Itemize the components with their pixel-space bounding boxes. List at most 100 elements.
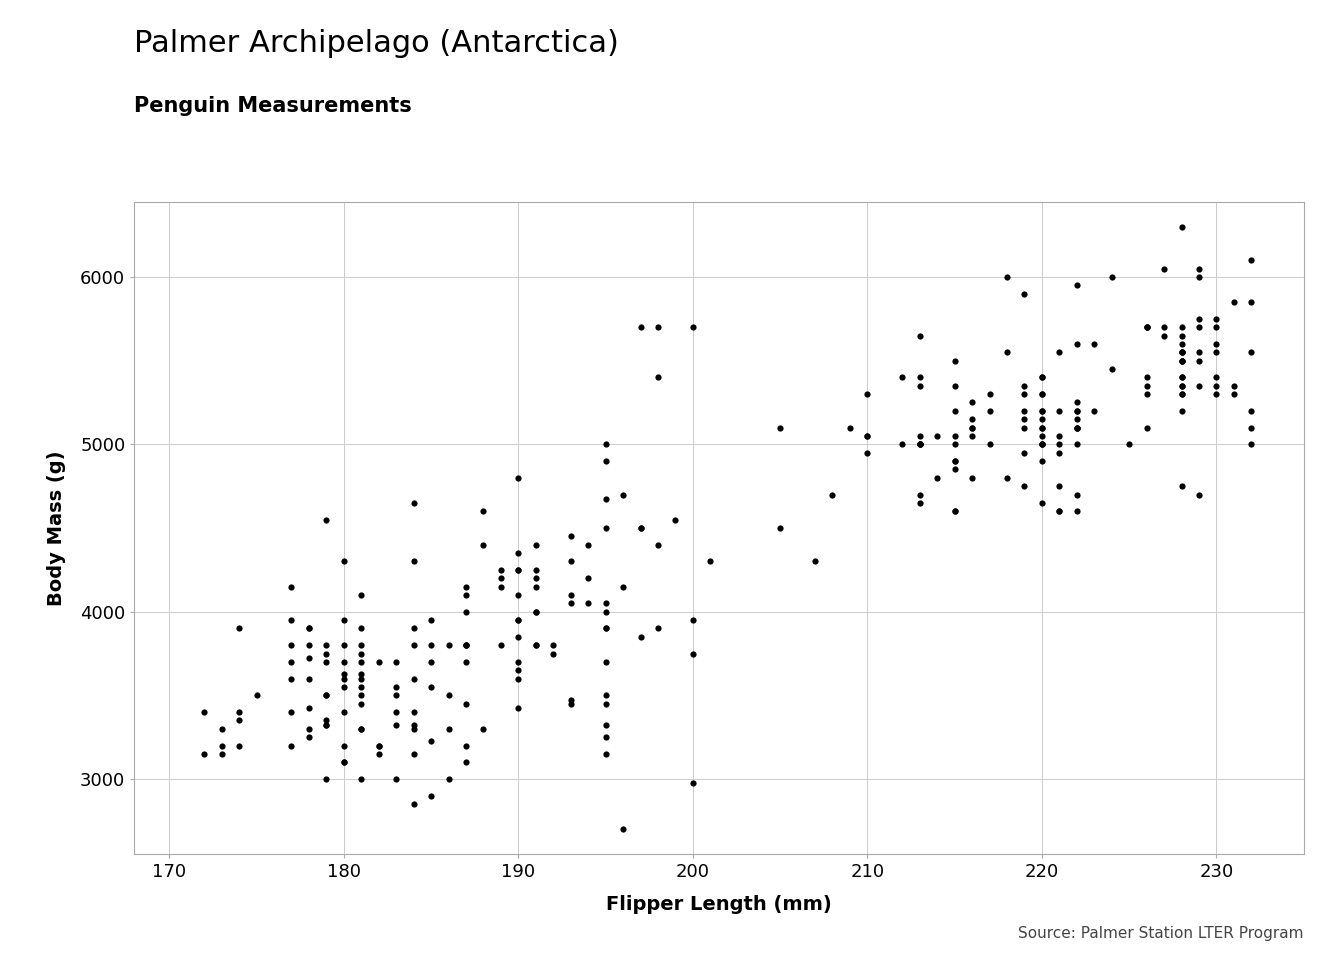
Point bbox=[1066, 487, 1087, 502]
Point bbox=[1136, 370, 1157, 385]
Point bbox=[298, 730, 320, 745]
Point bbox=[909, 437, 930, 452]
Point bbox=[1171, 378, 1192, 394]
Point bbox=[386, 717, 407, 732]
Point bbox=[613, 487, 634, 502]
Point bbox=[560, 554, 582, 569]
Point bbox=[978, 437, 1000, 452]
Point bbox=[595, 654, 617, 669]
Point bbox=[508, 629, 530, 644]
Point bbox=[909, 437, 930, 452]
Point bbox=[1171, 353, 1192, 369]
Point bbox=[1241, 420, 1262, 435]
Point bbox=[1031, 403, 1052, 419]
Point bbox=[943, 453, 965, 468]
Point bbox=[1206, 320, 1227, 335]
Point bbox=[943, 504, 965, 519]
Y-axis label: Body Mass (g): Body Mass (g) bbox=[47, 450, 66, 606]
Point bbox=[298, 650, 320, 665]
Point bbox=[526, 604, 547, 619]
Point bbox=[996, 345, 1017, 360]
Point bbox=[456, 654, 477, 669]
Point bbox=[281, 654, 302, 669]
Point bbox=[648, 621, 669, 636]
Point bbox=[351, 654, 372, 669]
Point bbox=[526, 537, 547, 552]
Point bbox=[1153, 327, 1175, 343]
Point bbox=[683, 320, 704, 335]
Point bbox=[421, 654, 442, 669]
Point bbox=[613, 822, 634, 837]
Point bbox=[856, 445, 878, 461]
Point bbox=[578, 537, 599, 552]
Point bbox=[1066, 403, 1087, 419]
Point bbox=[578, 570, 599, 586]
Point bbox=[526, 604, 547, 619]
Point bbox=[909, 437, 930, 452]
Point bbox=[456, 637, 477, 653]
Point bbox=[1153, 261, 1175, 276]
Point bbox=[1241, 295, 1262, 310]
Point bbox=[421, 788, 442, 804]
Point bbox=[665, 512, 687, 527]
Point bbox=[1171, 345, 1192, 360]
Point bbox=[386, 705, 407, 720]
Point bbox=[961, 428, 982, 444]
Point bbox=[351, 637, 372, 653]
Point bbox=[456, 637, 477, 653]
Point bbox=[508, 612, 530, 628]
Point bbox=[1206, 311, 1227, 326]
Point bbox=[1013, 420, 1035, 435]
Point bbox=[1031, 412, 1052, 427]
Point bbox=[1206, 370, 1227, 385]
Point bbox=[943, 428, 965, 444]
Point bbox=[1031, 453, 1052, 468]
Point bbox=[526, 563, 547, 578]
Point bbox=[1136, 387, 1157, 402]
Point bbox=[909, 327, 930, 343]
Point bbox=[526, 570, 547, 586]
Point bbox=[228, 705, 250, 720]
Point bbox=[1013, 412, 1035, 427]
Point bbox=[316, 713, 337, 729]
Point bbox=[1013, 378, 1035, 394]
Point bbox=[403, 721, 425, 736]
Point bbox=[996, 269, 1017, 284]
Point bbox=[1013, 478, 1035, 493]
Point bbox=[508, 588, 530, 603]
Point bbox=[1136, 320, 1157, 335]
Point bbox=[1206, 336, 1227, 351]
Point bbox=[1083, 403, 1105, 419]
Point bbox=[456, 588, 477, 603]
Point bbox=[683, 776, 704, 791]
Point bbox=[333, 705, 355, 720]
Point bbox=[943, 453, 965, 468]
Point bbox=[595, 437, 617, 452]
Point bbox=[211, 721, 233, 736]
Point bbox=[473, 721, 495, 736]
Point bbox=[996, 470, 1017, 486]
Point bbox=[508, 671, 530, 686]
Point bbox=[595, 621, 617, 636]
Point bbox=[1136, 320, 1157, 335]
Point bbox=[298, 621, 320, 636]
Point bbox=[839, 420, 860, 435]
Point bbox=[1171, 353, 1192, 369]
Point bbox=[1171, 478, 1192, 493]
Point bbox=[246, 687, 267, 703]
Point bbox=[438, 721, 460, 736]
Point bbox=[281, 738, 302, 754]
Point bbox=[421, 733, 442, 749]
Point bbox=[978, 403, 1000, 419]
Point bbox=[368, 654, 390, 669]
Point bbox=[333, 755, 355, 770]
Point bbox=[316, 717, 337, 732]
Point bbox=[526, 579, 547, 594]
Point bbox=[1171, 378, 1192, 394]
Point bbox=[421, 637, 442, 653]
Point bbox=[211, 746, 233, 761]
Point bbox=[1188, 353, 1210, 369]
Point bbox=[1101, 361, 1122, 376]
Point bbox=[438, 687, 460, 703]
Point bbox=[821, 487, 843, 502]
